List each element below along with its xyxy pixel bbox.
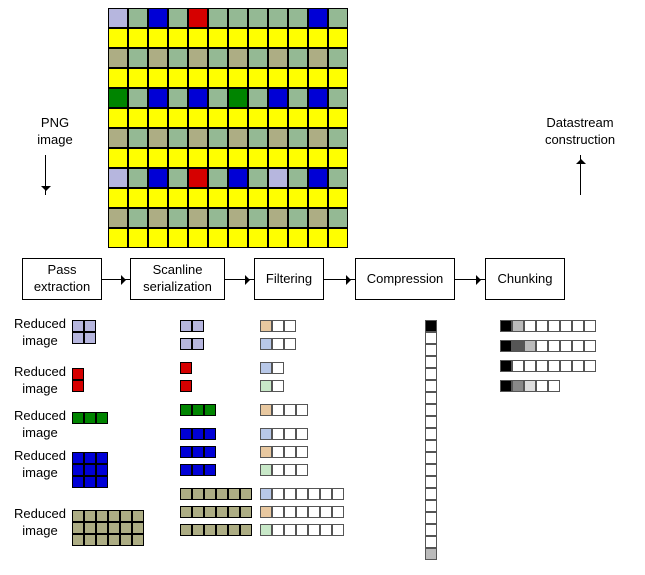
stage-pass-extraction: Passextraction xyxy=(22,258,102,300)
filtered-4-0 xyxy=(260,488,344,500)
filtered-4-2 xyxy=(260,524,344,536)
stage-filtering: Filtering xyxy=(254,258,324,300)
arrow-right xyxy=(455,279,485,280)
chunk-1 xyxy=(500,340,596,352)
arrow-up xyxy=(580,155,581,195)
stage-scanline: Scanlineserialization xyxy=(130,258,225,300)
chunk-0 xyxy=(500,320,596,332)
filtered-2-0 xyxy=(260,404,308,416)
scanline-2-0 xyxy=(180,404,216,416)
reduced-image-3 xyxy=(72,452,108,488)
text-label: Reducedimage xyxy=(10,448,70,482)
reduced-image-2 xyxy=(72,412,108,424)
filtered-4-1 xyxy=(260,506,344,518)
scanline-3-2 xyxy=(180,464,216,476)
filtered-3-0 xyxy=(260,428,308,440)
filtered-0-0 xyxy=(260,320,296,332)
reduced-image-1 xyxy=(72,368,84,392)
text-label: PNGimage xyxy=(25,115,85,149)
filtered-0-1 xyxy=(260,338,296,350)
filtered-3-1 xyxy=(260,446,308,458)
filtered-3-2 xyxy=(260,464,308,476)
chunk-2 xyxy=(500,360,596,372)
scanline-3-1 xyxy=(180,446,216,458)
text-label: Datastreamconstruction xyxy=(525,115,635,149)
scanline-4-2 xyxy=(180,524,252,536)
scanline-0-1 xyxy=(180,338,204,350)
arrow-right xyxy=(324,279,355,280)
scanline-0-0 xyxy=(180,320,204,332)
stage-chunking: Chunking xyxy=(485,258,565,300)
arrow-right xyxy=(102,279,130,280)
scanline-4-0 xyxy=(180,488,252,500)
text-label: Reducedimage xyxy=(10,506,70,540)
scanline-4-1 xyxy=(180,506,252,518)
filtered-1-1 xyxy=(260,380,284,392)
scanline-1-1 xyxy=(180,380,192,392)
arrow-down xyxy=(45,155,46,195)
chunk-3 xyxy=(500,380,560,392)
text-label: Reducedimage xyxy=(10,316,70,350)
stage-compression: Compression xyxy=(355,258,455,300)
reduced-image-0 xyxy=(72,320,96,344)
scanline-3-0 xyxy=(180,428,216,440)
arrow-right xyxy=(225,279,254,280)
filtered-1-0 xyxy=(260,362,284,374)
text-label: Reducedimage xyxy=(10,408,70,442)
compressed-column xyxy=(425,320,437,560)
scanline-1-0 xyxy=(180,362,192,374)
text-label: Reducedimage xyxy=(10,364,70,398)
png-image-grid xyxy=(108,8,348,248)
reduced-image-4 xyxy=(72,510,144,546)
